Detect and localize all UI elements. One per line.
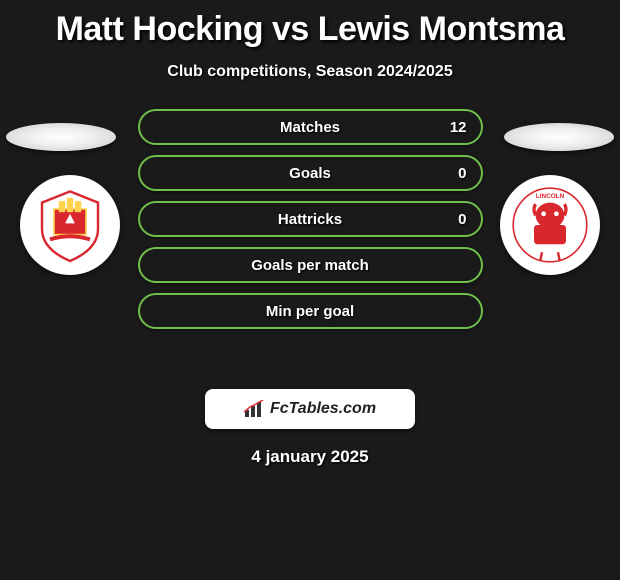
- platform-disc-right: [504, 123, 614, 151]
- svg-text:LINCOLN: LINCOLN: [536, 193, 565, 200]
- stat-label: Goals per match: [251, 257, 369, 274]
- comparison-panel: LINCOLN Matches 12 Goals 0 Hattricks 0 Goals p…: [0, 109, 620, 379]
- stat-row: Matches 12: [138, 109, 483, 145]
- stat-label: Min per goal: [266, 303, 354, 320]
- brand-text: FcTables.com: [270, 400, 376, 418]
- stat-value-right: 0: [458, 165, 466, 182]
- page-title: Matt Hocking vs Lewis Montsma: [0, 0, 620, 49]
- stat-label: Goals: [289, 165, 331, 182]
- stat-label: Matches: [280, 119, 340, 136]
- crest-left-icon: [30, 185, 110, 265]
- bar-chart-icon: [244, 400, 266, 418]
- stat-row: Goals 0: [138, 155, 483, 191]
- club-crest-left: [20, 175, 120, 275]
- stat-row: Goals per match: [138, 247, 483, 283]
- stats-list: Matches 12 Goals 0 Hattricks 0 Goals per match…: [138, 109, 483, 329]
- subtitle: Club competitions, Season 2024/2025: [0, 63, 620, 81]
- stat-value-right: 0: [458, 211, 466, 228]
- stat-row: Hattricks 0: [138, 201, 483, 237]
- stat-value-right: 12: [450, 119, 467, 136]
- crest-right-icon: LINCOLN: [510, 185, 590, 265]
- platform-disc-left: [6, 123, 116, 151]
- club-crest-right: LINCOLN: [500, 175, 600, 275]
- stat-row: Min per goal: [138, 293, 483, 329]
- brand-badge: FcTables.com: [205, 389, 415, 429]
- stat-label: Hattricks: [278, 211, 342, 228]
- date-label: 4 january 2025: [0, 447, 620, 467]
